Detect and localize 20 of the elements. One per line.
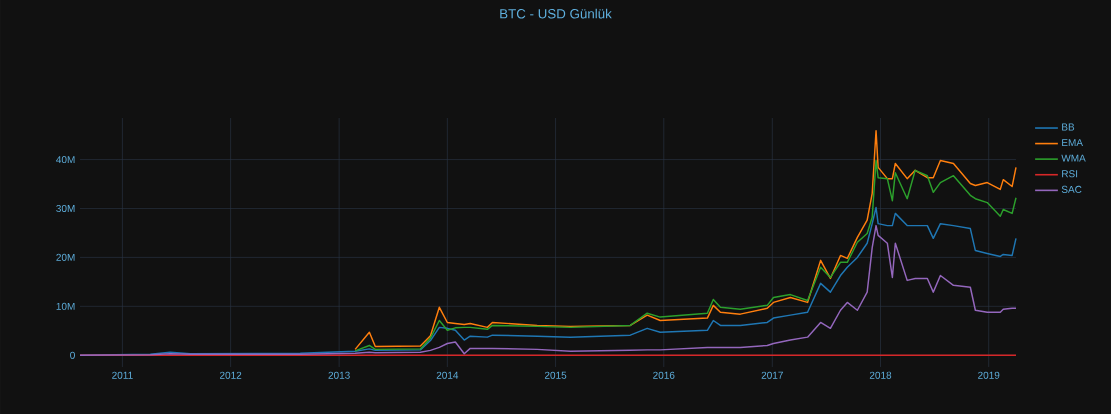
x-tick-label: 2017 bbox=[761, 371, 783, 379]
x-tick-label: 2019 bbox=[978, 371, 1000, 379]
x-tick-label: 2016 bbox=[653, 371, 675, 379]
y-tick-label: 20M bbox=[56, 253, 75, 261]
y-tick-label: 30M bbox=[56, 204, 75, 213]
chart-title: BTC - USD Günlük bbox=[500, 8, 612, 19]
x-tick-label: 2018 bbox=[869, 371, 892, 379]
legend-label: BB bbox=[1062, 123, 1075, 131]
legend-label: WMA bbox=[1061, 154, 1086, 162]
x-tick-label: 2014 bbox=[436, 371, 459, 379]
legend-label: EMA bbox=[1062, 139, 1083, 147]
y-tick-label: 40M bbox=[56, 156, 75, 164]
x-tick-label: 2013 bbox=[328, 371, 350, 379]
legend-label: SAC bbox=[1061, 185, 1082, 193]
legend-label: RSI bbox=[1062, 170, 1078, 178]
x-tick-label: 2012 bbox=[220, 371, 242, 379]
x-tick-label: 2015 bbox=[544, 371, 567, 379]
y-tick-label: 10M bbox=[56, 302, 75, 310]
x-tick-label: 2011 bbox=[112, 371, 133, 379]
y-tick-label: 0 bbox=[70, 351, 75, 359]
